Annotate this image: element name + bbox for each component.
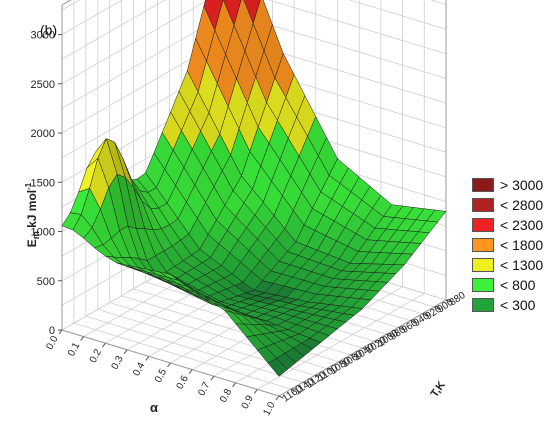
- alpha-tick-label: 0.3: [110, 354, 126, 372]
- grid-line-z: [61, 0, 447, 35]
- T-tick-mark: [374, 340, 379, 344]
- legend-swatch: [472, 218, 494, 232]
- T-tick-mark: [362, 347, 367, 351]
- alpha-tick-label: 0.7: [196, 380, 212, 398]
- alpha-tick-mark: [123, 349, 128, 355]
- alpha-tick-label: 0.0: [44, 334, 60, 352]
- z-tick-label: 2500: [31, 79, 55, 91]
- T-tick-mark: [326, 368, 331, 372]
- T-tick-mark: [350, 354, 355, 358]
- T-tick-mark: [409, 320, 415, 324]
- alpha-tick-mark: [167, 362, 171, 368]
- surface-patch: [267, 357, 288, 377]
- grid-line-z: [61, 0, 447, 60]
- legend: > 3000 < 2800 < 2300 < 1800 < 1300 < 800 < 300: [472, 175, 543, 315]
- grid-line-T-floor: [85, 315, 303, 383]
- legend-swatch: [472, 198, 494, 212]
- T-tick-mark: [302, 381, 308, 385]
- alpha-tick-mark: [188, 369, 193, 374]
- legend-label: < 1300: [500, 257, 544, 273]
- alpha-tick-mark: [145, 356, 150, 361]
- z-tick-label: 3000: [31, 30, 55, 42]
- legend-swatch: [472, 258, 494, 272]
- T-tick-mark: [278, 395, 284, 399]
- alpha-tick-label: 0.2: [88, 347, 104, 365]
- z-axis-label: Em kJ mol-1: [24, 182, 41, 247]
- panel-label: (b): [40, 22, 58, 38]
- T-tick-mark: [398, 326, 403, 330]
- alpha-tick-mark: [253, 389, 258, 394]
- grid-line-T-floor: [73, 322, 292, 390]
- z-tick-label: 2000: [31, 128, 55, 140]
- T-tick-mark: [386, 333, 391, 337]
- legend-label: < 300: [500, 297, 536, 313]
- alpha-tick-label: 1.0: [261, 400, 277, 418]
- T-tick-mark: [421, 313, 427, 317]
- T-tick-mark: [445, 299, 451, 303]
- alpha-tick-mark: [102, 342, 106, 348]
- legend-item: < 800: [472, 275, 543, 295]
- legend-item: > 3000: [472, 175, 543, 195]
- legend-label: < 1800: [500, 237, 544, 253]
- alpha-tick-label: 0.6: [175, 373, 191, 391]
- T-tick-mark: [338, 361, 343, 365]
- alpha-tick-label: 0.4: [131, 360, 147, 378]
- alpha-tick-label: 0.9: [240, 393, 256, 411]
- alpha-tick-label: 0.1: [66, 340, 82, 358]
- legend-item: < 2300: [472, 215, 543, 235]
- legend-label: > 3000: [500, 177, 544, 193]
- legend-item: < 1300: [472, 255, 543, 275]
- legend-swatch: [472, 238, 494, 252]
- T-tick-mark: [314, 374, 320, 378]
- legend-item: < 1800: [472, 235, 543, 255]
- legend-swatch: [472, 178, 494, 192]
- legend-swatch: [472, 298, 494, 312]
- z-tick-label: 1000: [31, 227, 55, 239]
- surface-mesh: [61, 0, 447, 377]
- alpha-tick-mark: [80, 336, 85, 341]
- z-tick-label: 500: [37, 276, 55, 288]
- legend-swatch: [472, 278, 494, 292]
- z-tick-label: 0: [49, 325, 55, 337]
- alpha-tick-mark: [232, 382, 237, 388]
- T-tick-mark: [433, 306, 439, 310]
- grid-line-z: [61, 0, 447, 85]
- alpha-tick-label: 0.5: [153, 367, 169, 385]
- alpha-tick-label: 0.8: [218, 387, 234, 405]
- legend-item: < 2800: [472, 195, 543, 215]
- y-axis-label: T,K: [429, 379, 448, 399]
- legend-label: < 2800: [500, 197, 544, 213]
- z-tick-label: 1500: [31, 177, 55, 189]
- alpha-tick-mark: [210, 375, 215, 381]
- legend-label: < 800: [500, 277, 536, 293]
- legend-item: < 300: [472, 295, 543, 315]
- x-axis-label: α: [150, 400, 158, 415]
- T-tick-mark: [290, 388, 296, 392]
- legend-label: < 2300: [500, 217, 544, 233]
- alpha-tick-mark: [58, 329, 63, 335]
- alpha-tick-mark: [275, 395, 280, 401]
